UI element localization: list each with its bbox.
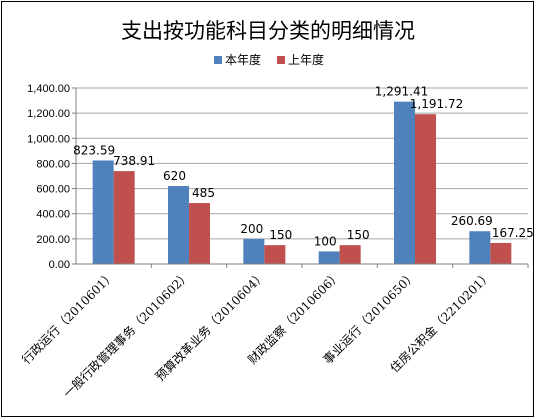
data-label: 150 xyxy=(269,228,292,242)
legend: 本年度 上年度 xyxy=(214,52,324,67)
bar-previous xyxy=(189,203,210,264)
legend-label: 本年度 xyxy=(225,52,261,67)
chart-title: 支出按功能科目分类的明细情况 xyxy=(121,19,415,43)
data-label: 100 xyxy=(314,234,337,248)
y-tick-label: 1,200.00 xyxy=(27,108,70,120)
bar-current xyxy=(318,251,340,264)
data-label: 150 xyxy=(347,228,370,242)
data-label: 823.59 xyxy=(73,143,115,157)
data-label: 167.25 xyxy=(492,226,534,240)
data-label: 260.69 xyxy=(451,214,493,228)
data-label: 620 xyxy=(163,169,186,183)
y-axis: 0.00 200.00 400.00 600.00 800.00 1,000.00 1,20… xyxy=(27,83,77,271)
data-label: 200 xyxy=(240,222,263,236)
y-tick-label: 1,000.00 xyxy=(27,133,70,145)
legend-label: 上年度 xyxy=(288,52,324,67)
legend-swatch xyxy=(214,56,222,64)
legend-swatch xyxy=(277,56,285,64)
y-tick-label: 200.00 xyxy=(36,234,70,246)
bar-current xyxy=(469,231,491,264)
bar-previous xyxy=(339,245,361,264)
bar-current xyxy=(243,238,265,264)
y-tick-label: 800.00 xyxy=(36,158,70,170)
data-label: 1,191.72 xyxy=(410,97,463,111)
data-label: 1,291.41 xyxy=(375,85,428,99)
y-tick-label: 1,400.00 xyxy=(27,83,70,95)
bars xyxy=(92,101,512,265)
bar-current xyxy=(394,101,415,265)
data-label: 738.91 xyxy=(113,154,155,168)
data-label: 485 xyxy=(192,186,215,200)
bar-previous xyxy=(264,245,286,264)
y-tick-label: 0.00 xyxy=(49,259,70,271)
bar-previous xyxy=(415,114,436,264)
bar-current xyxy=(92,160,114,264)
bar-previous xyxy=(490,242,512,264)
x-axis: 行政运行（2010601）一般行政管理事务（2010602）预算改革业务（201… xyxy=(19,263,529,401)
y-tick-label: 400.00 xyxy=(36,209,70,221)
bar-previous xyxy=(113,171,135,264)
gridlines xyxy=(76,87,528,240)
x-category-label: 一般行政管理事务（2010602） xyxy=(60,268,193,401)
y-tick-label: 600.00 xyxy=(36,184,70,196)
bar-current xyxy=(168,186,189,264)
